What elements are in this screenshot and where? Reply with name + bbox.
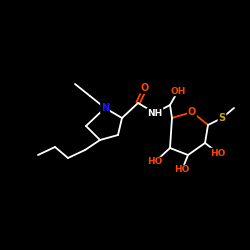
Text: S: S: [218, 113, 226, 123]
Text: O: O: [141, 83, 149, 93]
Text: HO: HO: [147, 158, 163, 166]
Text: HO: HO: [210, 148, 226, 158]
Text: N: N: [101, 103, 109, 113]
Text: HO: HO: [174, 166, 190, 174]
Text: OH: OH: [170, 86, 186, 96]
Text: NH: NH: [148, 108, 162, 118]
Text: O: O: [188, 107, 196, 117]
